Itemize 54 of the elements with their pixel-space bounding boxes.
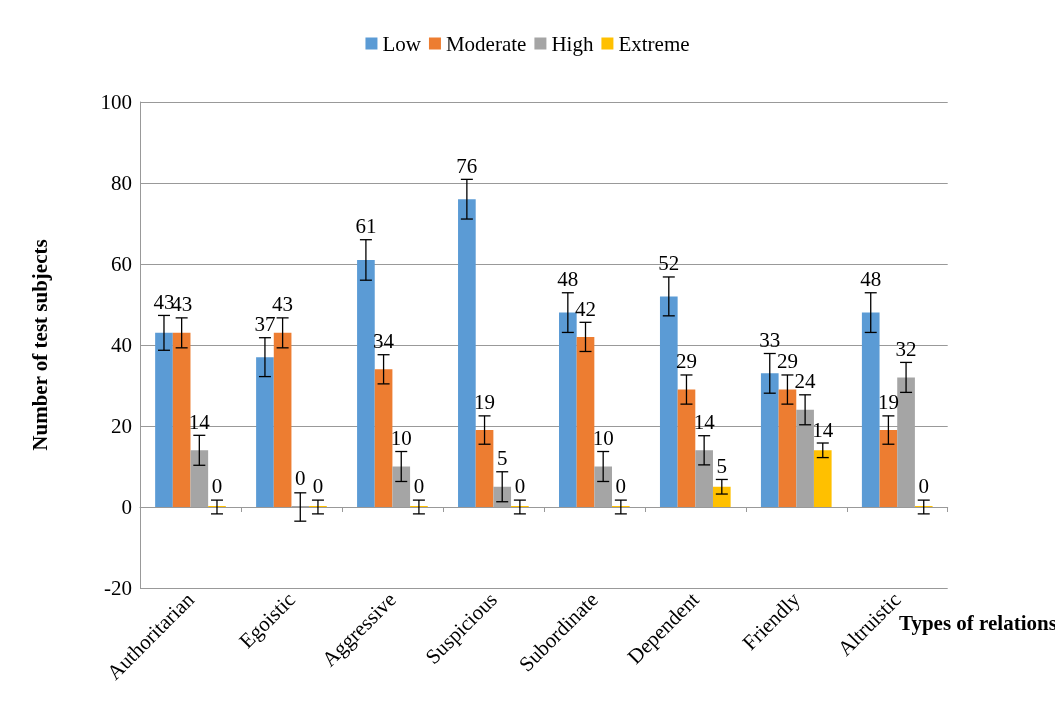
data-label: 0 [413,473,425,498]
data-label: 32 [895,336,917,361]
legend-label: Low [382,31,422,56]
data-label: 42 [575,296,597,321]
y-tick-label: 100 [100,90,132,114]
bar [677,389,696,507]
bar [458,199,476,507]
data-label: 5 [496,446,508,471]
bar [576,336,595,507]
data-label: 0 [211,473,223,498]
data-label: 0 [918,473,929,498]
data-label: 34 [373,329,395,354]
data-label: 0 [295,466,306,491]
data-label: 52 [658,251,680,276]
bar [475,430,494,507]
y-tick-label: 20 [111,414,132,438]
data-label: 14 [812,417,834,442]
y-axis-title: Number of test subjects [27,239,52,451]
data-label: 14 [693,410,716,435]
data-label: 19 [877,390,899,415]
bar [256,357,274,507]
y-tick-label: 80 [111,171,132,195]
bar [357,259,375,507]
data-label: 48 [860,267,882,292]
bar [374,369,393,507]
bar [659,296,678,507]
bar [879,430,898,507]
y-tick-label: 40 [111,333,132,357]
data-label: 10 [390,426,412,451]
y-tick-label: -20 [104,576,132,600]
y-tick-label: 0 [121,495,132,519]
data-label: 19 [474,390,496,415]
bar [760,373,779,507]
bar [813,450,832,507]
data-label: 10 [592,426,614,451]
legend-label: Moderate [445,31,527,56]
y-tick-label: 60 [111,252,132,276]
bar [559,312,577,507]
data-label: 76 [456,153,478,178]
data-label: 0 [615,473,627,498]
data-label: 48 [557,267,579,292]
data-label: 61 [355,214,377,239]
data-label: 29 [675,349,697,374]
bar [273,332,292,507]
bar [861,312,880,507]
data-label: 5 [716,453,728,478]
bar [172,332,191,507]
data-label: 0 [312,473,324,498]
bar [778,389,797,507]
legend-label: High [551,31,594,56]
data-label: 0 [514,473,526,498]
bar [155,332,173,507]
data-label: 14 [188,409,211,434]
legend-label: Extreme [618,31,690,56]
